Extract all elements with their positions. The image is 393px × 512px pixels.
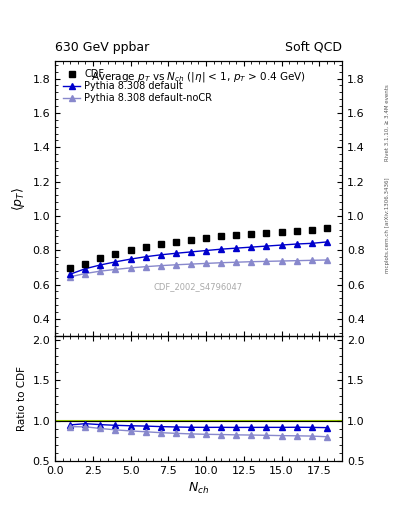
CDF [325, 225, 329, 231]
CDF [173, 239, 178, 245]
Pythia 8.308 default-noCR [98, 268, 103, 274]
Pythia 8.308 default [204, 247, 208, 253]
CDF [68, 265, 72, 271]
CDF [204, 235, 208, 241]
Pythia 8.308 default-noCR [234, 259, 239, 265]
CDF [113, 251, 118, 257]
Pythia 8.308 default [128, 256, 133, 262]
X-axis label: $N_{ch}$: $N_{ch}$ [188, 481, 209, 496]
Text: Rivet 3.1.10, ≥ 3.4M events: Rivet 3.1.10, ≥ 3.4M events [385, 84, 389, 161]
Y-axis label: Ratio to CDF: Ratio to CDF [17, 366, 27, 431]
CDF [143, 244, 148, 250]
Pythia 8.308 default [173, 250, 178, 257]
Pythia 8.308 default [294, 241, 299, 247]
CDF [83, 261, 88, 267]
Pythia 8.308 default-noCR [294, 258, 299, 264]
CDF [128, 247, 133, 253]
Legend: CDF, Pythia 8.308 default, Pythia 8.308 default-noCR: CDF, Pythia 8.308 default, Pythia 8.308 … [60, 66, 215, 106]
CDF [249, 231, 253, 237]
Pythia 8.308 default-noCR [83, 270, 88, 276]
Pythia 8.308 default-noCR [204, 260, 208, 266]
Pythia 8.308 default [143, 253, 148, 260]
Line: Pythia 8.308 default: Pythia 8.308 default [67, 239, 330, 277]
Pythia 8.308 default-noCR [189, 261, 193, 267]
Pythia 8.308 default-noCR [264, 258, 269, 264]
CDF [294, 228, 299, 234]
Pythia 8.308 default [309, 240, 314, 246]
Pythia 8.308 default [279, 242, 284, 248]
Pythia 8.308 default-noCR [173, 262, 178, 268]
Pythia 8.308 default-noCR [158, 263, 163, 269]
Pythia 8.308 default-noCR [325, 257, 329, 263]
Pythia 8.308 default [325, 239, 329, 245]
Pythia 8.308 default-noCR [309, 257, 314, 263]
Line: Pythia 8.308 default-noCR: Pythia 8.308 default-noCR [67, 257, 330, 280]
Text: CDF_2002_S4796047: CDF_2002_S4796047 [154, 282, 243, 291]
CDF [264, 230, 269, 236]
Pythia 8.308 default [83, 266, 88, 272]
CDF [189, 237, 193, 243]
CDF [234, 232, 239, 238]
Pythia 8.308 default-noCR [249, 259, 253, 265]
Pythia 8.308 default-noCR [113, 266, 118, 272]
Text: Average $p_T$ vs $N_{ch}$ ($|\eta|$ < 1, $p_T$ > 0.4 GeV): Average $p_T$ vs $N_{ch}$ ($|\eta|$ < 1,… [91, 70, 306, 83]
Pythia 8.308 default-noCR [68, 274, 72, 280]
Text: mcplots.cern.ch [arXiv:1306.3436]: mcplots.cern.ch [arXiv:1306.3436] [385, 178, 389, 273]
Pythia 8.308 default [219, 246, 224, 252]
Pythia 8.308 default [189, 249, 193, 255]
Pythia 8.308 default [264, 243, 269, 249]
Pythia 8.308 default-noCR [279, 258, 284, 264]
Pythia 8.308 default [113, 259, 118, 265]
Y-axis label: $\langle p_T \rangle$: $\langle p_T \rangle$ [10, 186, 27, 211]
CDF [309, 227, 314, 233]
Line: CDF: CDF [67, 225, 330, 271]
Pythia 8.308 default [249, 244, 253, 250]
CDF [219, 233, 224, 240]
Pythia 8.308 default [158, 252, 163, 258]
Pythia 8.308 default-noCR [128, 265, 133, 271]
Pythia 8.308 default [98, 262, 103, 268]
CDF [158, 241, 163, 247]
Text: 630 GeV ppbar: 630 GeV ppbar [55, 41, 149, 54]
Text: Soft QCD: Soft QCD [285, 41, 342, 54]
CDF [279, 229, 284, 235]
Pythia 8.308 default [234, 245, 239, 251]
Pythia 8.308 default-noCR [143, 264, 148, 270]
CDF [98, 255, 103, 262]
Pythia 8.308 default-noCR [219, 260, 224, 266]
Pythia 8.308 default [68, 271, 72, 278]
